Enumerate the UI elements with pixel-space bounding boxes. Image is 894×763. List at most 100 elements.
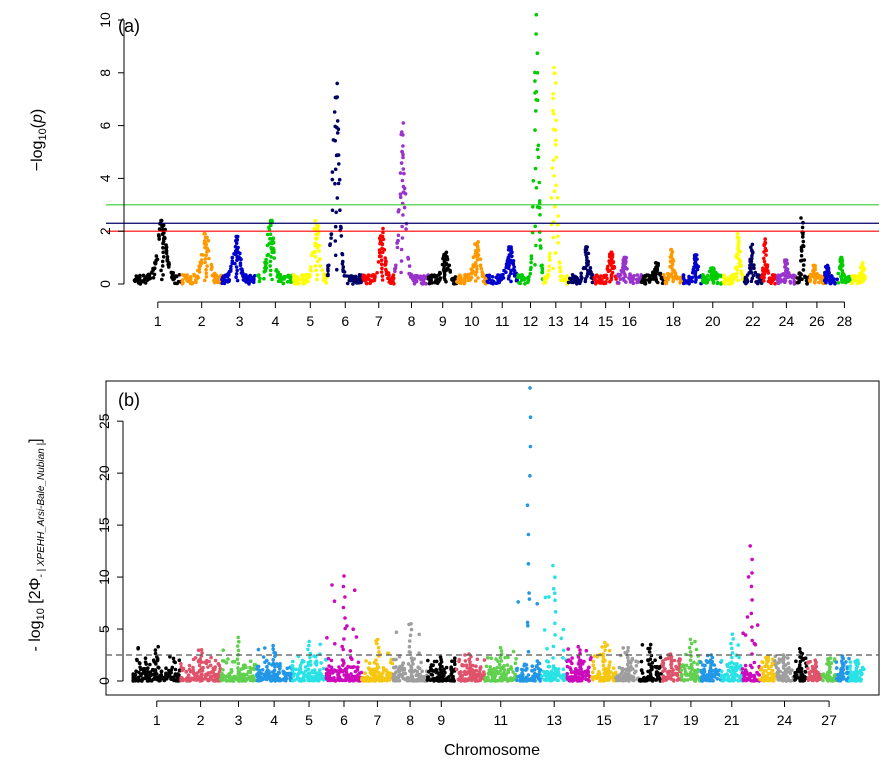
data-point bbox=[161, 254, 166, 259]
data-point bbox=[735, 267, 740, 272]
data-point bbox=[695, 669, 700, 674]
data-point bbox=[263, 268, 268, 273]
data-point bbox=[399, 270, 403, 275]
data-point bbox=[534, 32, 538, 36]
data-point bbox=[499, 649, 504, 653]
data-point bbox=[826, 679, 830, 683]
data-point bbox=[528, 415, 533, 420]
chromosome-3-points bbox=[220, 234, 257, 286]
data-point bbox=[606, 673, 611, 677]
chromosome-10-points bbox=[454, 652, 487, 683]
data-point bbox=[177, 273, 182, 277]
data-point bbox=[296, 677, 300, 681]
data-point bbox=[770, 661, 775, 665]
data-point bbox=[333, 124, 338, 129]
data-point bbox=[552, 174, 556, 178]
data-point bbox=[798, 650, 803, 654]
data-point bbox=[705, 660, 710, 665]
data-point bbox=[586, 671, 590, 675]
data-point bbox=[452, 659, 457, 663]
data-point bbox=[719, 658, 724, 663]
data-point bbox=[672, 658, 677, 663]
data-point bbox=[536, 143, 541, 148]
data-point bbox=[473, 252, 478, 256]
data-point bbox=[543, 595, 548, 600]
data-point bbox=[480, 270, 484, 275]
data-point bbox=[528, 474, 532, 478]
data-point bbox=[736, 253, 740, 258]
data-point bbox=[643, 274, 648, 279]
chromosome-9-points bbox=[425, 655, 457, 683]
data-point bbox=[252, 274, 257, 278]
data-point bbox=[506, 247, 511, 252]
x-tick-label: 16 bbox=[622, 313, 638, 329]
data-point bbox=[583, 276, 588, 281]
data-point bbox=[583, 266, 588, 271]
data-point bbox=[235, 657, 240, 661]
data-point bbox=[455, 279, 459, 284]
data-point bbox=[688, 637, 693, 642]
data-point bbox=[333, 181, 337, 186]
data-point bbox=[719, 669, 724, 674]
data-point bbox=[224, 678, 228, 683]
data-point bbox=[533, 224, 537, 229]
data-point bbox=[400, 663, 405, 667]
data-point bbox=[775, 278, 780, 283]
data-point bbox=[527, 275, 531, 279]
data-point bbox=[164, 243, 168, 247]
data-point bbox=[800, 656, 804, 661]
data-point bbox=[689, 641, 694, 646]
data-point bbox=[464, 274, 469, 278]
data-point bbox=[731, 637, 735, 641]
data-point bbox=[319, 661, 323, 665]
data-point bbox=[653, 665, 657, 669]
data-point bbox=[200, 651, 204, 655]
data-point bbox=[648, 646, 652, 651]
data-point bbox=[379, 258, 384, 263]
x-tick-label: 1 bbox=[154, 313, 162, 329]
data-point bbox=[485, 273, 489, 278]
data-point bbox=[552, 189, 557, 193]
data-point bbox=[394, 679, 399, 683]
data-point bbox=[761, 671, 765, 676]
data-point bbox=[538, 244, 543, 248]
data-point bbox=[381, 237, 386, 242]
data-point bbox=[415, 678, 419, 682]
data-point bbox=[693, 280, 698, 284]
data-point bbox=[515, 666, 519, 671]
data-point bbox=[482, 658, 487, 662]
data-point bbox=[506, 655, 510, 660]
data-point bbox=[326, 263, 330, 268]
data-point bbox=[554, 118, 558, 123]
data-point bbox=[749, 262, 753, 267]
data-point bbox=[556, 241, 560, 245]
data-point bbox=[800, 258, 804, 263]
data-point bbox=[571, 670, 576, 674]
data-point bbox=[551, 158, 556, 163]
data-point bbox=[671, 668, 675, 672]
data-point bbox=[277, 671, 282, 675]
data-point bbox=[490, 279, 495, 283]
data-point bbox=[454, 667, 459, 672]
data-point bbox=[475, 267, 479, 271]
data-point bbox=[274, 662, 279, 666]
data-point bbox=[772, 677, 776, 681]
data-point bbox=[555, 196, 560, 200]
data-point bbox=[404, 227, 408, 231]
data-point bbox=[554, 155, 559, 160]
data-point bbox=[473, 679, 478, 683]
data-point bbox=[402, 171, 406, 176]
data-point bbox=[152, 272, 157, 277]
data-point bbox=[801, 263, 806, 267]
data-point bbox=[335, 119, 340, 123]
data-point bbox=[482, 670, 486, 674]
data-point bbox=[776, 672, 780, 676]
data-point bbox=[464, 679, 468, 683]
data-point bbox=[268, 268, 273, 273]
data-points-a bbox=[132, 12, 867, 286]
chromosome-8-points bbox=[391, 622, 429, 683]
data-point bbox=[502, 268, 506, 273]
data-point bbox=[300, 276, 305, 281]
data-point bbox=[741, 273, 745, 278]
